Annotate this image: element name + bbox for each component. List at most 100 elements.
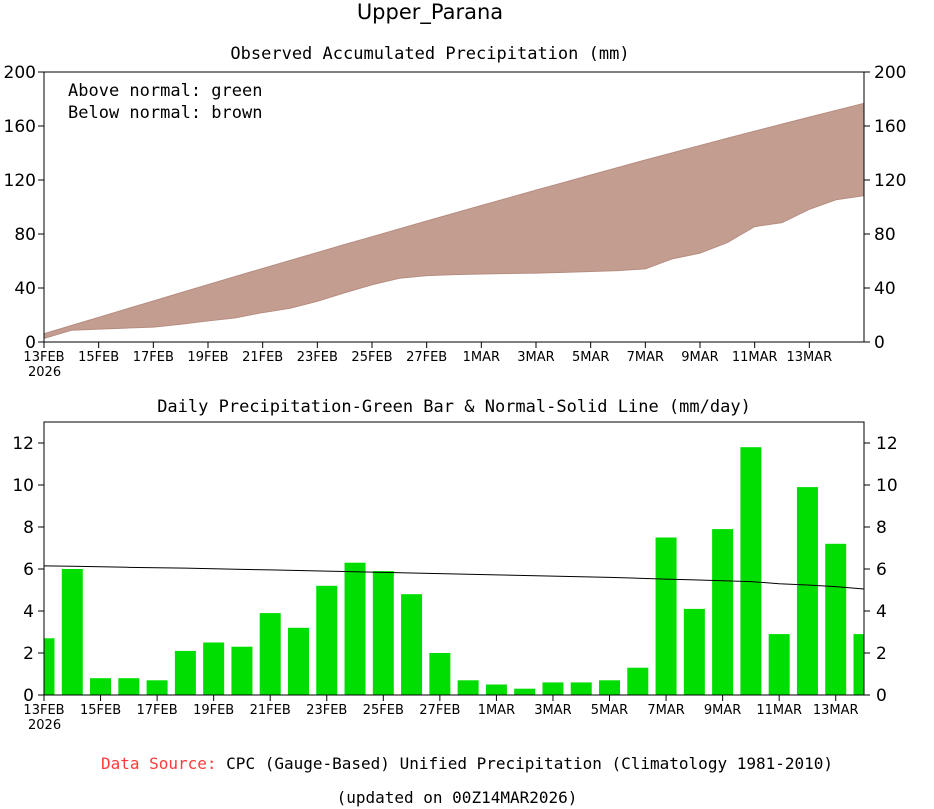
y-tick-label-left: 12: [12, 434, 34, 454]
daily-precip-bar: [542, 682, 564, 695]
x-tick-label: 21FEB: [250, 703, 291, 718]
x-tick-label: 5MAR: [572, 350, 609, 365]
daily-precip-bar: [655, 537, 677, 695]
x-tick-label: 1MAR: [463, 350, 500, 365]
daily-precip-bar: [599, 680, 621, 695]
daily-precip-bar: [627, 667, 649, 695]
y-tick-label-left: 8: [23, 518, 34, 538]
x-tick-label: 23FEB: [306, 703, 347, 718]
y-tick-label-right: 10: [876, 476, 898, 496]
y-tick-label-right: 8: [876, 518, 887, 538]
daily-precip-bar: [90, 678, 112, 695]
daily-precip-bar: [344, 562, 366, 695]
main-title: Upper_Parana: [356, 0, 504, 24]
x-tick-label: 7MAR: [627, 350, 664, 365]
x-tick-label: 9MAR: [704, 703, 741, 718]
daily-precip-bar: [712, 529, 734, 695]
x-tick-label: 7MAR: [647, 703, 684, 718]
x-tick-label: 27FEB: [419, 703, 460, 718]
accum-plot-frame: [43, 71, 865, 343]
y-tick-label-right: 12: [876, 434, 898, 454]
x-tick-label: 13MAR: [813, 703, 859, 718]
y-tick-label-left: 6: [23, 560, 34, 580]
observed-accum-line: [43, 195, 865, 339]
y-tick-label-right: 120: [874, 171, 906, 191]
daily-precip-bar: [287, 627, 309, 695]
daily-plot-frame: [43, 421, 865, 696]
daily-precip-bar: [174, 650, 196, 695]
data-source-text: CPC (Gauge-Based) Unified Precipitation …: [226, 754, 834, 773]
daily-precip-bar: [231, 646, 253, 695]
daily-precip-bar: [61, 569, 83, 695]
x-tick-label: 5MAR: [591, 703, 628, 718]
y-tick-label-left: 4: [23, 602, 34, 622]
y-tick-label-right: 40: [874, 279, 896, 299]
x-tick-label: 27FEB: [406, 350, 447, 365]
y-tick-label-right: 200: [874, 63, 906, 83]
daily-precip-bar: [570, 682, 592, 695]
y-tick-label-left: 200: [4, 63, 36, 83]
data-source-label: Data Source:: [100, 754, 217, 773]
daily-precip-bar: [768, 634, 790, 695]
x-tick-label: 3MAR: [517, 350, 554, 365]
x-tick-label: 19FEB: [193, 703, 234, 718]
daily-precip-bar: [146, 680, 168, 695]
x-year-label: 2026: [28, 365, 61, 380]
x-tick-label: 13FEB: [23, 350, 64, 365]
daily-precip-bar: [485, 684, 507, 695]
x-tick-label: 19FEB: [187, 350, 228, 365]
updated-line: (updated on 00Z14MAR2026): [336, 788, 578, 807]
daily-precip-bar: [203, 642, 225, 695]
y-tick-label-right: 4: [876, 602, 887, 622]
data-source-line: Data Source: CPC (Gauge-Based) Unified P…: [0, 754, 934, 773]
y-tick-label-right: 160: [874, 117, 906, 137]
daily-precip-bar: [44, 638, 55, 695]
daily-precip-bar: [514, 688, 536, 695]
daily-precip-bar: [372, 571, 394, 695]
y-tick-label-left: 80: [14, 225, 36, 245]
daily-precip-bar: [316, 585, 338, 695]
x-tick-label: 13MAR: [786, 350, 832, 365]
x-tick-label: 3MAR: [534, 703, 571, 718]
y-tick-label-right: 6: [876, 560, 887, 580]
x-tick-label: 17FEB: [137, 703, 178, 718]
daily-precip-bar: [118, 678, 140, 695]
y-tick-label-left: 0: [23, 686, 34, 706]
x-tick-label: 25FEB: [363, 703, 404, 718]
x-tick-label: 17FEB: [133, 350, 174, 365]
y-tick-label-left: 10: [12, 476, 34, 496]
y-tick-label-left: 40: [14, 279, 36, 299]
y-tick-label-left: 160: [4, 117, 36, 137]
daily-precip-bar: [259, 613, 281, 695]
legend-above-normal: Above normal: green: [68, 81, 262, 101]
daily-precip-bar: [457, 680, 479, 695]
x-tick-label: 15FEB: [78, 350, 119, 365]
y-tick-label-left: 0: [25, 333, 36, 353]
daily-precip-bar: [825, 543, 847, 695]
legend-below-normal: Below normal: brown: [68, 103, 262, 123]
daily-chart-title: Daily Precipitation-Green Bar & Normal-S…: [157, 397, 751, 417]
x-tick-label: 9MAR: [681, 350, 718, 365]
daily-precip-bar: [401, 594, 423, 695]
x-tick-label: 21FEB: [242, 350, 283, 365]
y-tick-label-left: 120: [4, 171, 36, 191]
y-tick-label-right: 80: [874, 225, 896, 245]
y-tick-label-left: 2: [23, 644, 34, 664]
y-tick-label-right: 0: [876, 686, 887, 706]
x-tick-label: 1MAR: [478, 703, 515, 718]
x-tick-label: 11MAR: [732, 350, 778, 365]
daily-precip-bar: [429, 653, 451, 695]
x-tick-label: 23FEB: [297, 350, 338, 365]
x-tick-label: 15FEB: [80, 703, 121, 718]
daily-precip-bar: [740, 447, 762, 695]
daily-precip-bar: [683, 608, 705, 695]
daily-precip-bar: [853, 634, 864, 695]
x-tick-label: 13FEB: [23, 703, 64, 718]
accum-chart-title: Observed Accumulated Precipitation (mm): [230, 44, 630, 64]
x-tick-label: 25FEB: [351, 350, 392, 365]
y-tick-label-right: 2: [876, 644, 887, 664]
daily-normal-line: [43, 565, 865, 590]
y-tick-label-right: 0: [874, 333, 885, 353]
below-normal-area: [44, 103, 864, 339]
